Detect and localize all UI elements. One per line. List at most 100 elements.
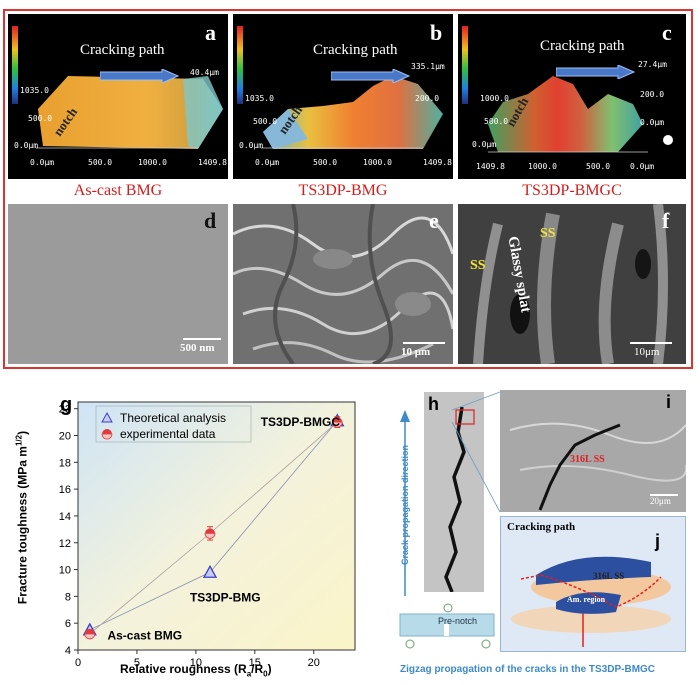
panel-c-peak: 27.4μm <box>638 60 667 69</box>
legend-box <box>95 405 252 443</box>
ylabel-end: ) <box>15 430 30 435</box>
y-tick-label: 22 <box>59 404 71 416</box>
y-tick-label: 16 <box>59 484 71 496</box>
panel-c-label: c <box>662 20 672 45</box>
panel-e-label: e <box>429 208 439 233</box>
panel-c-zmid: 500.0 <box>484 117 509 126</box>
panel-c-x1: 1000.0 <box>528 162 557 171</box>
legend-label: Theoretical analysis <box>120 411 226 425</box>
y-tick-label: 12 <box>59 538 71 550</box>
chart-svg: 0 5 10 15 20 4 6 8 10 12 14 16 18 20 22 Theoretical ana… <box>59 401 356 669</box>
panel-f-scale-text: 10μm <box>634 346 660 358</box>
panel-h-label: h <box>428 394 439 414</box>
panel-c-surface <box>462 26 673 153</box>
panel-e-sem: e 10 μm <box>233 204 453 364</box>
panel-i-scale-text: 20μm <box>650 496 671 506</box>
xlabel-sub2: 0 <box>263 669 268 679</box>
chart-annotation: TS3DP-BMGC <box>261 415 341 429</box>
figure-top-frame <box>3 9 693 369</box>
panel-a-label: a <box>205 20 216 45</box>
xlabel-mid: /R <box>251 662 264 676</box>
panel-g-label: g <box>60 394 73 416</box>
panel-i-sem: 316L SS i 20μm <box>500 390 686 512</box>
experiment-marker-top <box>205 528 216 534</box>
panel-a-surface <box>12 26 223 149</box>
panel-a-zbot: 0.0μm <box>14 141 39 150</box>
panel-a-arrow <box>100 69 180 83</box>
panel-a-title: Cracking path <box>80 42 165 58</box>
y-tick-label: 14 <box>59 511 71 523</box>
xlabel-sub: a <box>246 669 252 679</box>
panel-c-x3: 0.0μm <box>630 162 655 171</box>
panel-b-x1: 500.0 <box>313 158 338 167</box>
panel-d-sem: d 500 nm <box>8 204 228 364</box>
panel-b-x2: 1000.0 <box>363 158 392 167</box>
panel-c-zbot: 0.0μm <box>472 140 497 149</box>
chart-annotation: TS3DP-BMG <box>190 591 261 605</box>
panel-b-surface <box>237 26 443 149</box>
x-tick-label: 20 <box>308 657 320 669</box>
panel-c-title: Cracking path <box>540 38 625 54</box>
panel-c-x2: 500.0 <box>586 162 611 171</box>
panel-f-label: f <box>662 208 670 233</box>
panel-a-3d-profile: Cracking path 40.4μm 1035.0 500.0 0.0μm … <box>8 14 228 179</box>
panel-i-texture <box>500 390 686 512</box>
panel-d-texture <box>8 204 228 364</box>
y-tick-label: 18 <box>59 457 71 469</box>
panel-d-label: d <box>204 208 217 233</box>
crack-direction-arrow <box>400 410 410 596</box>
panel-b-x3: 1409.8 <box>423 158 452 167</box>
panel-e-texture <box>233 204 453 364</box>
panel-h-crack-direction <box>398 410 412 600</box>
panel-a-x0: 0.0μm <box>30 158 55 167</box>
y-tick-label: 4 <box>65 645 71 657</box>
panel-f-sem: SS SS Glassy splat f 10μm <box>458 204 686 364</box>
panel-a-zmid: 500.0 <box>28 114 53 123</box>
panel-a-x3: 1409.8 <box>198 158 227 167</box>
panel-c-p3: 0.0μm <box>640 118 665 127</box>
panel-f-ss2: SS <box>540 226 556 241</box>
legend-marker <box>101 433 113 440</box>
panel-b-x0: 0.0μm <box>255 158 280 167</box>
zoom-connectors <box>451 391 501 513</box>
legend-marker <box>102 429 112 434</box>
x-tick-label: 10 <box>190 657 202 669</box>
x-tick-label: 15 <box>249 657 261 669</box>
xlabel-end: ) <box>267 662 272 676</box>
panel-d-scalebar <box>183 338 221 340</box>
panel-b-zbot: 0.0μm <box>239 141 264 150</box>
panel-b-title: Cracking path <box>313 42 398 58</box>
x-tick-label: 5 <box>134 657 140 669</box>
chart-annotation: As-cast BMG <box>107 628 182 642</box>
y-tick-label: 6 <box>65 618 71 630</box>
panel-c-p2: 200.0 <box>640 90 665 99</box>
panel-c-arrow <box>556 65 636 79</box>
crack-direction-text: Crack propagation direction <box>400 444 410 566</box>
ylabel-sup: 1/2 <box>14 434 24 447</box>
caption-ts3dp-bmg: TS3DP-BMG <box>298 182 388 199</box>
panel-j-drawing <box>511 556 671 647</box>
panel-f-scalebar <box>630 342 672 344</box>
panel-b-ztop: 1035.0 <box>245 94 274 103</box>
panel-h-specimen: Pre-notch <box>398 600 498 650</box>
specimen-sketch <box>399 603 495 649</box>
y-tick-label: 10 <box>59 565 71 577</box>
panel-b-label: b <box>430 20 443 45</box>
panel-f-texture <box>458 204 686 364</box>
panel-b-p2: 200.0 <box>415 94 440 103</box>
ylabel-main: Fracture toughness (MPa m <box>15 446 30 605</box>
panel-j-ss: 316L SS <box>593 571 625 581</box>
experiment-marker-top <box>84 628 95 634</box>
legend-label: experimental data <box>120 427 216 441</box>
x-tick-label: 0 <box>75 657 81 669</box>
panel-e-scalebar <box>403 342 445 344</box>
panel-f-ss1: SS <box>470 258 486 273</box>
y-tick-label: 20 <box>59 431 71 443</box>
chart-x-axis-label: Relative roughness (Ra/R0) <box>120 662 272 678</box>
panel-i-scalebar <box>650 494 678 496</box>
panel-g-chart: 0 5 10 15 20 4 6 8 10 12 14 16 18 20 22 Theoretical ana… <box>0 380 375 680</box>
panel-i-ss: 316L SS <box>570 454 605 465</box>
xlabel-main: Relative roughness (R <box>120 662 247 676</box>
panel-c-ztop: 1000.0 <box>480 94 509 103</box>
panel-i-label: i <box>666 392 672 412</box>
